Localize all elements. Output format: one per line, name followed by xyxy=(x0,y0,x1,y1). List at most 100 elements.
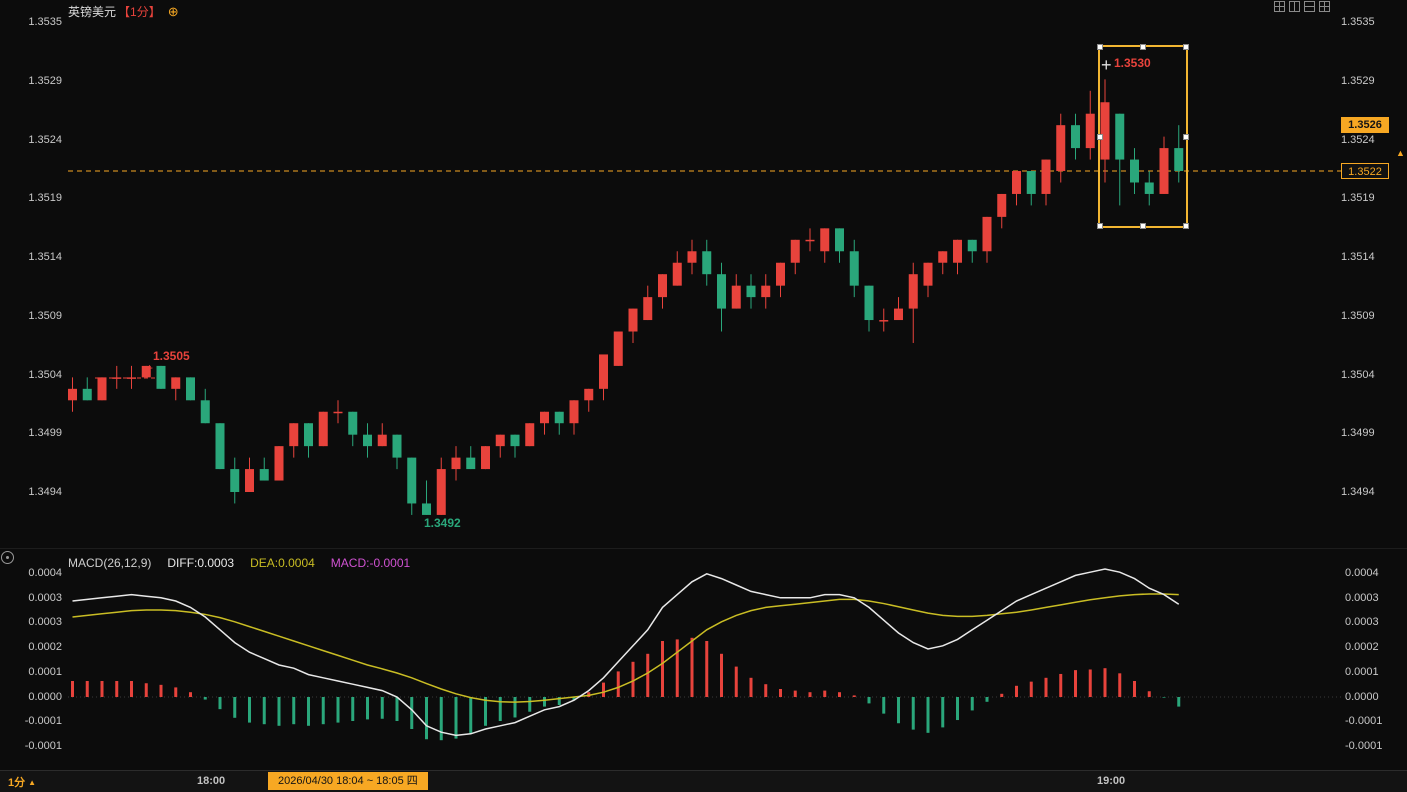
macd-title: MACD(26,12,9) xyxy=(68,556,152,570)
price-axis-label-left: 1.3514 xyxy=(28,251,62,263)
candle-body xyxy=(289,423,299,447)
candle-body xyxy=(1159,148,1169,194)
candle-body xyxy=(1144,182,1154,194)
chart-header: 英镑美元 【1分】 ⊕ xyxy=(68,3,179,20)
add-indicator-icon[interactable]: ⊕ xyxy=(167,3,179,19)
layout-grid-icon[interactable] xyxy=(1319,1,1330,12)
macd-diff-value: DIFF:0.0003 xyxy=(167,556,235,570)
macd-axis-label-left: -0.0001 xyxy=(24,715,62,728)
selection-handle[interactable] xyxy=(1183,223,1190,230)
chart-tool-icon[interactable] xyxy=(1,551,14,564)
candle-body xyxy=(466,457,476,470)
symbol-title: 英镑美元 xyxy=(68,5,117,19)
candle-body xyxy=(923,262,933,286)
diff-line xyxy=(72,568,1180,737)
candle-body xyxy=(230,469,240,492)
candle-body xyxy=(864,285,874,321)
candle-body xyxy=(186,377,195,401)
candle-body xyxy=(1100,102,1110,160)
price-axis-label-right: 1.3524 xyxy=(1341,133,1375,146)
candle-body xyxy=(1012,171,1021,194)
macd-axis-label-left: -0.0001 xyxy=(24,739,62,752)
macd-axis-label-right: 0.0003 xyxy=(1345,616,1379,629)
selection-handle[interactable] xyxy=(1096,43,1103,50)
candle-body xyxy=(1085,113,1095,149)
candle-body xyxy=(643,297,653,321)
price-axis-label-right: 1.3494 xyxy=(1341,486,1375,498)
dea-line xyxy=(72,593,1179,703)
candle-body xyxy=(407,457,417,504)
selection-handle[interactable] xyxy=(1096,133,1103,140)
candle-body xyxy=(658,274,667,298)
selection-handle[interactable] xyxy=(1139,223,1146,230)
candle-body xyxy=(1115,113,1125,160)
candle-body xyxy=(141,365,151,378)
candle-body xyxy=(510,434,520,447)
price-axis-label-left: 1.3504 xyxy=(28,368,62,381)
candle-body xyxy=(849,251,859,286)
macd-axis-label-left: 0.0004 xyxy=(28,567,62,579)
candle-selection-box[interactable] xyxy=(1096,43,1190,230)
interval-selector[interactable]: 1分 ▲ xyxy=(8,774,36,790)
selection-handle[interactable] xyxy=(1139,43,1146,50)
candle-body xyxy=(879,320,889,322)
candle-body xyxy=(717,274,726,309)
session-low-label: 1.3492 xyxy=(424,516,461,530)
candle-body xyxy=(112,377,122,379)
macd-axis-label-right: 0.0003 xyxy=(1345,591,1379,604)
price-marker-icon: ▲ xyxy=(1396,148,1405,158)
candle-body xyxy=(156,365,166,389)
price-axis-label-left: 1.3529 xyxy=(28,74,62,87)
selection-handle[interactable] xyxy=(1183,133,1190,140)
candle-body xyxy=(790,239,800,263)
candle-body xyxy=(908,274,918,309)
candle-body xyxy=(318,411,328,447)
candle-body xyxy=(746,285,756,298)
candle-body xyxy=(1071,125,1080,149)
candle-body xyxy=(304,423,313,447)
layout-rows-icon[interactable] xyxy=(1304,1,1315,12)
candle-body xyxy=(363,434,372,447)
candle-body xyxy=(554,411,564,424)
candle-body xyxy=(68,388,77,401)
candle-body xyxy=(982,216,992,252)
candle-body xyxy=(422,503,431,515)
layout-quad-icon[interactable] xyxy=(1274,1,1285,12)
candle-body xyxy=(953,239,962,263)
price-axis-label-right: 1.3519 xyxy=(1341,192,1375,205)
candle-body xyxy=(761,285,771,298)
candle-body xyxy=(569,400,579,424)
selection-handle[interactable] xyxy=(1096,223,1103,230)
candle-body xyxy=(938,251,948,263)
price-axis-label-left: 1.3499 xyxy=(28,427,62,440)
selected-time-range: 2026/04/30 18:04 ~ 18:05 四 xyxy=(268,772,428,790)
price-line-tag[interactable]: 1.3522 xyxy=(1341,163,1389,179)
interval-label: 1分 xyxy=(8,777,26,789)
candle-body xyxy=(525,423,535,447)
macd-axis-label-right: -0.0001 xyxy=(1345,739,1383,752)
panel-divider xyxy=(0,548,1407,549)
selection-high-label: 1.3530 xyxy=(1114,56,1151,70)
price-axis-label-right: 1.3529 xyxy=(1341,74,1375,87)
candle-body xyxy=(171,377,181,389)
candle-body xyxy=(82,388,92,401)
layout-columns-icon[interactable] xyxy=(1289,1,1300,12)
price-axis-label-left: 1.3494 xyxy=(28,486,62,498)
macd-macd-value: MACD:-0.0001 xyxy=(330,556,411,570)
candle-body xyxy=(894,308,903,321)
price-axis-label-left: 1.3535 xyxy=(28,16,62,28)
candle-body xyxy=(245,469,254,492)
price-axis-label-right: 1.3499 xyxy=(1341,427,1375,440)
candle-body xyxy=(436,469,446,515)
crosshair-icon: + xyxy=(1101,55,1112,75)
macd-axis-label-left: 0.0003 xyxy=(28,616,62,629)
candle-body xyxy=(628,308,638,332)
candle-body xyxy=(481,446,490,470)
selection-handle[interactable] xyxy=(1183,43,1190,50)
macd-axis-label-right: 0.0001 xyxy=(1345,665,1379,678)
macd-axis-label-right: 0.0004 xyxy=(1345,567,1379,579)
candle-body xyxy=(967,239,977,252)
price-axis-label-right: 1.3535 xyxy=(1341,16,1375,28)
